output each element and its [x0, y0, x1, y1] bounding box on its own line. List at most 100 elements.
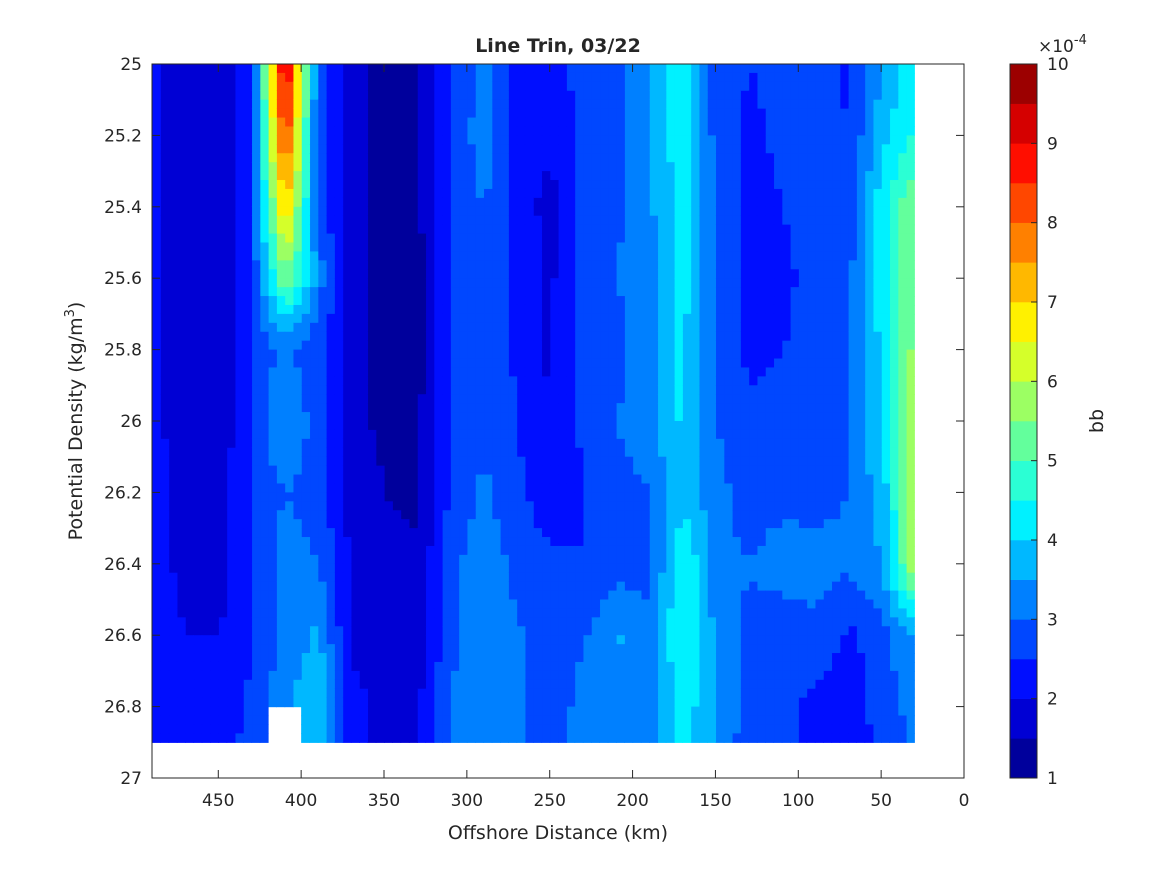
- contour-cell: [342, 528, 352, 538]
- contour-cell: [375, 349, 385, 360]
- contour-cell: [442, 117, 451, 128]
- contour-cell: [500, 215, 509, 226]
- contour-cell: [649, 322, 659, 333]
- contour-cell: [433, 81, 443, 92]
- contour-cell: [491, 188, 501, 199]
- contour-cell: [756, 465, 766, 476]
- contour-cell: [864, 296, 874, 306]
- contour-cell: [458, 421, 468, 431]
- contour-cell: [707, 367, 717, 377]
- contour-cell: [392, 206, 402, 217]
- contour-cell: [342, 331, 352, 342]
- contour-cell: [889, 269, 899, 279]
- contour-cell: [906, 296, 915, 306]
- contour-cell: [533, 126, 543, 136]
- contour-cell: [425, 90, 435, 101]
- contour-cell: [160, 429, 170, 440]
- contour-cell: [541, 126, 551, 136]
- contour-cell: [624, 501, 634, 511]
- contour-cell: [176, 242, 186, 253]
- contour-cell: [417, 72, 427, 83]
- contour-cell: [508, 429, 518, 440]
- contour-cell: [558, 224, 567, 235]
- contour-cell: [657, 144, 667, 154]
- contour-cell: [276, 313, 286, 324]
- contour-cell: [392, 242, 402, 253]
- contour-cell: [350, 117, 360, 128]
- contour-cell: [350, 447, 360, 458]
- contour-cell: [640, 251, 650, 261]
- contour-cell: [839, 144, 849, 154]
- contour-cell: [848, 403, 857, 413]
- contour-cell: [442, 224, 451, 235]
- contour-cell: [251, 242, 261, 253]
- contour-cell: [839, 81, 849, 92]
- contour-cell: [599, 474, 609, 485]
- contour-cell: [897, 117, 907, 128]
- contour-cell: [152, 206, 161, 217]
- contour-cell: [881, 162, 891, 172]
- contour-cell: [748, 162, 758, 172]
- contour-cell: [591, 233, 601, 244]
- contour-cell: [524, 394, 534, 404]
- contour-cell: [632, 456, 642, 467]
- contour-cell: [707, 349, 717, 360]
- contour-cell: [574, 72, 584, 83]
- contour-cell: [400, 108, 410, 119]
- contour-cell: [599, 528, 609, 538]
- contour-cell: [359, 367, 369, 377]
- contour-cell: [906, 358, 915, 369]
- contour-cell: [392, 528, 402, 538]
- contour-cell: [574, 224, 584, 235]
- contour-cell: [616, 72, 625, 83]
- contour-cell: [740, 322, 750, 333]
- contour-cell: [732, 394, 741, 404]
- contour-cell: [657, 162, 667, 172]
- contour-cell: [160, 135, 170, 145]
- contour-cell: [607, 394, 617, 404]
- contour-cell: [259, 81, 269, 92]
- contour-cell: [533, 358, 543, 369]
- contour-cell: [168, 126, 178, 136]
- contour-cell: [756, 483, 766, 493]
- contour-cell: [591, 64, 601, 74]
- contour-cell: [723, 233, 733, 244]
- contour-cell: [632, 465, 642, 476]
- contour-cell: [574, 519, 584, 529]
- contour-cell: [201, 117, 211, 128]
- contour-cell: [508, 438, 518, 449]
- contour-cell: [524, 501, 534, 511]
- contour-cell: [558, 349, 567, 360]
- contour-cell: [201, 331, 211, 342]
- contour-cell: [674, 162, 683, 172]
- contour-cell: [765, 358, 775, 369]
- contour-cell: [317, 64, 327, 74]
- contour-cell: [848, 545, 857, 556]
- contour-cell: [483, 349, 493, 360]
- contour-cell: [864, 492, 874, 502]
- contour-cell: [856, 447, 866, 458]
- contour-cell: [342, 260, 352, 270]
- contour-cell: [665, 135, 675, 145]
- contour-cell: [533, 144, 543, 154]
- contour-cell: [334, 385, 344, 395]
- contour-cell: [210, 456, 219, 467]
- contour-cell: [176, 331, 186, 342]
- contour-cell: [408, 465, 418, 476]
- contour-cell: [657, 483, 667, 493]
- contour-cell: [864, 421, 874, 431]
- contour-cell: [723, 162, 733, 172]
- contour-cell: [301, 349, 311, 360]
- contour-cell: [657, 340, 667, 351]
- contour-cell: [309, 349, 319, 360]
- contour-cell: [483, 456, 493, 467]
- contour-cell: [723, 242, 733, 253]
- contour-cell: [541, 269, 551, 279]
- contour-cell: [765, 403, 775, 413]
- contour-cell: [508, 412, 518, 422]
- contour-cell: [848, 197, 857, 208]
- contour-cell: [193, 367, 203, 377]
- contour-cell: [442, 215, 451, 226]
- contour-cell: [889, 474, 899, 485]
- contour-cell: [433, 162, 443, 172]
